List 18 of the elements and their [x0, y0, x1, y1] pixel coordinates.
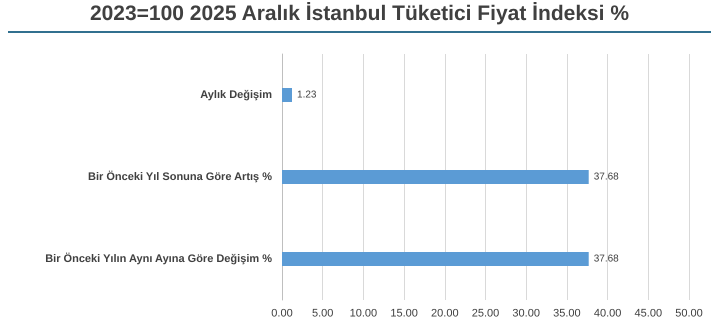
- x-tick-label: 45.00: [634, 308, 662, 320]
- x-tick-label: 30.00: [512, 308, 540, 320]
- x-tick-label: 20.00: [431, 308, 459, 320]
- data-label: 37.68: [594, 254, 620, 264]
- x-tick-label: 25.00: [472, 308, 500, 320]
- x-tick-label: 50.00: [675, 308, 703, 320]
- data-label: 37.68: [594, 172, 620, 182]
- y-tick-label: Aylık Değişim: [200, 89, 272, 101]
- x-tick-label: 5.00: [312, 308, 334, 320]
- x-tick-label: 40.00: [594, 308, 622, 320]
- x-tick-label: 10.00: [350, 308, 378, 320]
- y-tick-label: Bir Önceki Yıl Sonuna Göre Artış %: [88, 170, 272, 183]
- x-tick-label: 15.00: [390, 308, 418, 320]
- data-label: 1.23: [297, 90, 317, 100]
- x-tick-label: 35.00: [553, 308, 581, 320]
- chart-title: 2023=100 2025 Aralık İstanbul Tüketici Fiyat İndeksi %: [88, 2, 630, 26]
- y-tick-label: Bir Önceki Yılın Aynı Ayına Göre Değişim %: [45, 252, 272, 265]
- x-tick-label: 0.00: [271, 308, 293, 320]
